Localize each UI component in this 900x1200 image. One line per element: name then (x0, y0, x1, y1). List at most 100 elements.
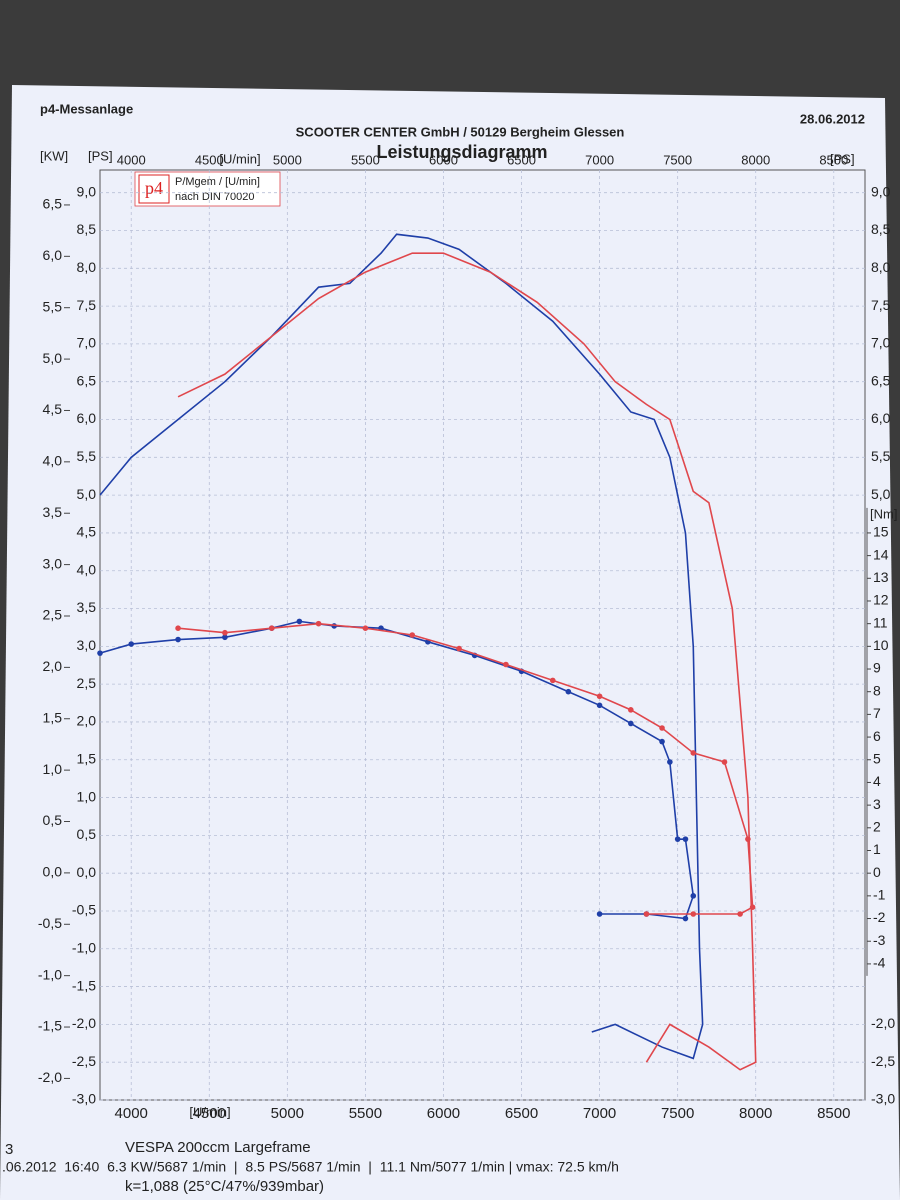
series-line (99, 620, 695, 920)
series-point (682, 915, 689, 922)
x-tick-label-top: 4500 (195, 152, 224, 167)
series-point (659, 725, 665, 731)
kw-tick-label: 6,5 (43, 196, 63, 212)
date: 28.06.2012 (800, 111, 865, 126)
nm-tick-label: 5 (873, 750, 881, 766)
kw-tick-label: 4,5 (43, 401, 63, 417)
series-point (596, 911, 603, 917)
series-point (690, 911, 697, 917)
x-tick-label-top: 7500 (663, 152, 692, 167)
x-unit-bottom: [U/min] (189, 1104, 230, 1119)
footer-left: 3 (5, 1141, 13, 1158)
series-point (128, 641, 135, 647)
footer-line: .06.2012 16:40 6.3 KW/5687 1/min | 8.5 P… (2, 1159, 619, 1175)
footer-line: VESPA 200ccm Largeframe (125, 1139, 311, 1156)
series-point (596, 693, 603, 700)
kw-tick-label: 6,0 (43, 247, 63, 263)
y-tick-label: 1,5 (77, 750, 97, 766)
series-point (643, 911, 650, 917)
series-point (175, 625, 181, 631)
kw-tick-label: 3,0 (43, 555, 63, 571)
x-tick-label-top: 5500 (351, 152, 380, 167)
footer-line: k=1,088 (25°C/47%/939mbar) (125, 1178, 324, 1195)
kw-unit: [KW] (40, 148, 68, 163)
series-point (674, 836, 681, 842)
nm-tick-label: 3 (873, 796, 881, 812)
series-point (628, 707, 634, 713)
x-tick-label: 4000 (115, 1105, 148, 1122)
x-tick-label: 6000 (427, 1105, 460, 1122)
y-tick-label: 7,5 (77, 297, 97, 313)
y-tick-label: -3,0 (72, 1091, 96, 1107)
y-tick-label: 3,5 (77, 599, 97, 615)
series-point (268, 625, 275, 631)
kw-tick-label: 0,0 (43, 864, 63, 880)
nm-tick-label: -4 (873, 955, 886, 971)
x-tick-label: 6500 (505, 1105, 538, 1122)
nm-tick-label: 1 (873, 841, 881, 857)
y-tick-label-right: -2,0 (871, 1015, 895, 1031)
kw-tick-label: -0,5 (38, 915, 62, 931)
nm-tick-label: 9 (873, 660, 881, 676)
y-tick-label: 0,0 (77, 864, 97, 880)
series-line (177, 252, 757, 1071)
plot-frame (99, 169, 866, 1101)
series-line (99, 233, 704, 1060)
header-left: p4-Messanlage (40, 101, 133, 116)
y-tick-label: 0,5 (77, 826, 97, 842)
series-point (737, 911, 743, 917)
legend-line: nach DIN 70020 (175, 191, 255, 203)
paper (0, 85, 900, 1200)
nm-tick-label: 2 (873, 819, 881, 835)
y-tick-label: 7,0 (77, 335, 97, 351)
chart-title: Leistungsdiagramm (376, 142, 547, 162)
kw-tick-label: 2,5 (43, 607, 63, 623)
kw-tick-label: 1,0 (43, 761, 63, 777)
nm-tick-label: -3 (873, 932, 886, 948)
x-tick-label-top: 8000 (741, 152, 770, 167)
x-tick-label-top: 6000 (429, 152, 458, 167)
series-point (628, 720, 634, 727)
series-point (362, 625, 369, 631)
y-tick-label: 4,5 (77, 524, 97, 540)
y-tick-label: 8,0 (77, 259, 97, 275)
series-point (690, 750, 697, 756)
y-tick-label: 5,0 (77, 486, 97, 502)
y-tick-label-right: 7,0 (871, 335, 891, 351)
kw-tick-label: 5,5 (43, 298, 63, 314)
nm-tick-label: -2 (873, 909, 886, 925)
y-tick-label-right: 7,5 (871, 297, 891, 313)
legend-box (134, 171, 281, 207)
kw-tick-label: 1,5 (43, 709, 63, 725)
series-point (596, 702, 603, 709)
nm-tick-label: 15 (873, 524, 889, 540)
y-tick-label-right: 5,5 (871, 448, 891, 464)
nm-tick-label: 4 (873, 773, 881, 789)
series-point (549, 677, 556, 684)
nm-tick-label: 14 (873, 546, 889, 562)
ps-unit: [PS] (88, 148, 113, 163)
y-tick-label: 9,0 (77, 183, 97, 199)
series-point (503, 661, 509, 668)
y-tick-label: -1,5 (72, 977, 96, 993)
nm-tick-label: 12 (873, 592, 889, 608)
nm-tick-label: 11 (873, 614, 888, 630)
x-tick-label: 8500 (817, 1105, 850, 1122)
kw-tick-label: -1,0 (38, 966, 62, 982)
logo: p4 (145, 178, 163, 198)
series-point (97, 650, 103, 656)
y-tick-label-right: 9,0 (871, 183, 891, 199)
y-tick-label: -1,0 (72, 939, 96, 955)
series-point (315, 620, 322, 627)
x-tick-label: 5000 (271, 1105, 304, 1122)
y-tick-label: -2,0 (72, 1015, 96, 1031)
y-tick-label: 3,0 (77, 637, 97, 653)
series-point (222, 629, 228, 636)
x-unit-top: [U/min] (219, 151, 260, 166)
nm-tick-label: -1 (873, 887, 886, 903)
x-tick-label: 4500 (193, 1105, 226, 1122)
series-point (175, 636, 181, 643)
logo-frame (138, 174, 170, 204)
kw-tick-label: 2,0 (43, 658, 63, 674)
